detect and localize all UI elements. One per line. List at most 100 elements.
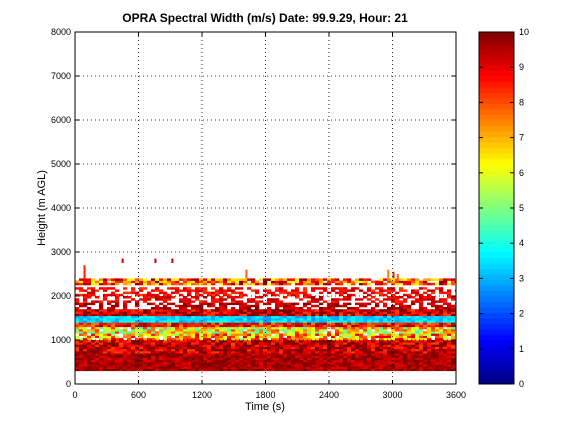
- heat-cell: [391, 368, 396, 372]
- heat-cell: [391, 351, 396, 354]
- heat-cell: [411, 351, 416, 354]
- heat-cell: [107, 362, 112, 365]
- heat-cell: [411, 291, 416, 295]
- heat-cell: [447, 340, 452, 343]
- colorbar-tick-label: 6: [519, 168, 524, 178]
- heat-cell: [351, 313, 356, 317]
- heat-cell: [231, 315, 236, 319]
- heat-cell: [107, 300, 112, 303]
- heat-cell: [275, 344, 280, 347]
- heat-cell: [403, 364, 408, 367]
- heat-cell: [99, 351, 104, 354]
- heat-cell: [215, 335, 220, 339]
- heat-cell: [227, 342, 232, 345]
- heat-cell: [111, 333, 116, 336]
- heat-cell: [431, 298, 436, 301]
- heat-cell: [439, 322, 444, 325]
- heat-cell: [367, 311, 372, 314]
- heat-cell: [255, 326, 260, 330]
- heat-cell: [95, 315, 100, 319]
- heat-cell: [203, 296, 208, 299]
- heat-cell: [435, 344, 440, 347]
- heat-cell: [111, 282, 116, 286]
- heat-cell: [403, 311, 408, 314]
- heat-cell: [175, 304, 180, 308]
- heat-cell: [219, 313, 224, 317]
- heat-cell: [195, 320, 200, 323]
- heat-cell: [267, 357, 272, 361]
- heat-cell: [87, 353, 92, 356]
- heat-cell: [211, 318, 216, 321]
- heat-cell: [95, 320, 100, 323]
- heat-cell: [307, 293, 312, 297]
- x-tick-label: 3600: [446, 390, 466, 400]
- heat-cell: [339, 282, 344, 286]
- heat-cell: [299, 353, 304, 356]
- heat-cell: [347, 329, 352, 332]
- heat-cell: [415, 342, 420, 345]
- heat-cell: [235, 278, 240, 281]
- heat-cell: [255, 320, 260, 323]
- heat-cell: [359, 362, 364, 365]
- heat-cell: [295, 309, 300, 312]
- heat-cell: [427, 337, 432, 341]
- heat-cell: [383, 335, 388, 339]
- heat-cell: [187, 359, 192, 363]
- heat-cell: [103, 333, 108, 336]
- heat-cell: [363, 344, 368, 347]
- heat-cell: [159, 280, 164, 284]
- heat-cell: [191, 320, 196, 323]
- heat-cell: [295, 278, 300, 281]
- heat-cell: [135, 326, 140, 330]
- heat-cell: [431, 355, 436, 358]
- heat-cell: [435, 324, 440, 328]
- heat-cell: [351, 309, 356, 312]
- heat-cell: [187, 355, 192, 358]
- colorbar-swatch: [479, 312, 514, 319]
- heat-cell: [443, 278, 448, 281]
- heat-cell: [183, 309, 188, 312]
- heat-cell: [303, 287, 308, 290]
- heat-cell: [119, 344, 124, 347]
- heat-cell: [443, 362, 448, 365]
- heat-cell: [451, 348, 456, 352]
- heat-cell: [239, 333, 244, 336]
- heat-cell: [99, 331, 104, 334]
- colorbar-swatch: [479, 37, 514, 44]
- heat-cell: [355, 329, 360, 332]
- heat-cell: [319, 315, 324, 319]
- heat-cell: [335, 320, 340, 323]
- heat-cell: [359, 304, 364, 308]
- heat-cell: [307, 311, 312, 314]
- heat-cell: [439, 329, 444, 332]
- heat-cell: [351, 337, 356, 341]
- heat-cell: [103, 357, 108, 361]
- heat-cell: [203, 353, 208, 356]
- heat-cell: [135, 313, 140, 317]
- heat-cell: [335, 311, 340, 314]
- heat-cell: [343, 280, 348, 284]
- heat-cell: [379, 287, 384, 290]
- heat-cell: [163, 342, 168, 345]
- heat-cell: [411, 302, 416, 306]
- heat-cell: [139, 322, 144, 325]
- heat-cell: [399, 311, 404, 314]
- heat-cell: [307, 353, 312, 356]
- heat-cell: [395, 366, 400, 369]
- heat-cell: [75, 359, 80, 363]
- heat-cell: [399, 342, 404, 345]
- heat-cell: [447, 322, 452, 325]
- heat-cell: [79, 364, 84, 367]
- heat-cell: [359, 355, 364, 358]
- heat-cell: [335, 318, 340, 321]
- heat-cell: [235, 329, 240, 332]
- heat-cell: [331, 287, 336, 290]
- heat-cell: [107, 333, 112, 336]
- heat-cell: [223, 364, 228, 367]
- heat-cell: [163, 300, 168, 303]
- heat-cell: [419, 322, 424, 325]
- heat-cell: [427, 313, 432, 317]
- heat-cell: [131, 278, 136, 281]
- heat-cell: [407, 337, 412, 341]
